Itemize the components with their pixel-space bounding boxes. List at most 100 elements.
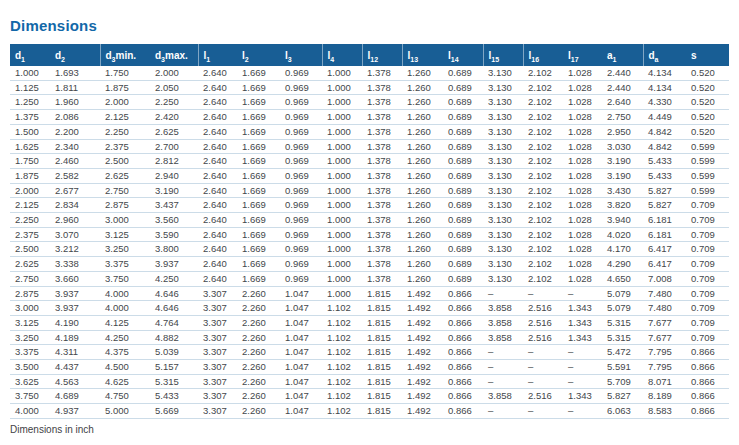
table-cell: 2.812 (150, 154, 198, 169)
table-cell: – (523, 360, 563, 375)
table-cell: 5.000 (100, 404, 150, 419)
table-cell: 2.700 (150, 139, 198, 154)
table-cell: 0.709 (686, 286, 729, 301)
table-row: 2.5003.2123.2503.8002.6401.6690.9691.000… (10, 242, 729, 257)
table-cell: 5.433 (643, 168, 686, 183)
column-header-d1: d1 (10, 44, 50, 66)
table-cell: 2.440 (602, 80, 643, 95)
table-cell: 2.640 (198, 110, 237, 125)
table-cell: 1.815 (362, 286, 402, 301)
table-cell: 1.378 (362, 183, 402, 198)
table-cell: 4.437 (50, 360, 100, 375)
table-cell: 5.433 (150, 389, 198, 404)
table-cell: 1.750 (10, 154, 50, 169)
table-cell: 0.866 (686, 360, 729, 375)
table-cell: 0.599 (686, 168, 729, 183)
table-cell: 1.669 (237, 139, 280, 154)
table-cell: 2.102 (523, 227, 563, 242)
table-cell: 4.311 (50, 345, 100, 360)
table-cell: 1.378 (362, 257, 402, 272)
table-cell: 6.417 (643, 257, 686, 272)
table-cell: 1.378 (362, 213, 402, 228)
table-cell: 1.260 (402, 80, 443, 95)
table-cell: 4.764 (150, 315, 198, 330)
table-cell: 1.260 (402, 124, 443, 139)
table-cell: 5.827 (602, 389, 643, 404)
table-cell: 3.030 (602, 139, 643, 154)
table-cell: 1.028 (563, 227, 602, 242)
table-cell: 2.640 (198, 154, 237, 169)
table-cell: 1.000 (322, 66, 362, 80)
table-cell: 7.008 (643, 271, 686, 286)
table-cell: 2.250 (100, 124, 150, 139)
table-cell: 4.650 (602, 271, 643, 286)
table-cell: 1.815 (362, 360, 402, 375)
table-cell: 2.125 (100, 110, 150, 125)
table-cell: 3.130 (483, 154, 523, 169)
table-cell: 0.866 (443, 315, 483, 330)
table-cell: 5.079 (602, 301, 643, 316)
table-cell: 7.795 (643, 345, 686, 360)
table-cell: 2.102 (523, 139, 563, 154)
table-cell: 1.028 (563, 257, 602, 272)
table-cell: 2.340 (50, 139, 100, 154)
table-cell: 7.795 (643, 360, 686, 375)
table-cell: 2.102 (523, 124, 563, 139)
table-cell: 5.315 (602, 315, 643, 330)
table-cell: 0.969 (280, 124, 322, 139)
table-cell: 3.130 (483, 110, 523, 125)
table-cell: 3.130 (483, 168, 523, 183)
table-cell: 2.516 (523, 315, 563, 330)
table-cell: 1.028 (563, 66, 602, 80)
table-cell: 0.689 (443, 242, 483, 257)
table-cell: 3.307 (198, 315, 237, 330)
table-cell: 8.583 (643, 404, 686, 419)
table-cell: 0.689 (443, 110, 483, 125)
table-row: 4.0004.9375.0005.6693.3072.2601.0471.102… (10, 404, 729, 419)
table-cell: 0.709 (686, 330, 729, 345)
table-cell: 5.591 (602, 360, 643, 375)
column-header-l16: l16 (523, 44, 563, 66)
table-cell: 0.866 (686, 404, 729, 419)
table-cell: 0.520 (686, 124, 729, 139)
table-cell: 0.969 (280, 110, 322, 125)
table-cell: 0.866 (443, 360, 483, 375)
table-cell: 1.028 (563, 183, 602, 198)
table-cell: 4.250 (150, 271, 198, 286)
table-cell: 0.520 (686, 80, 729, 95)
table-cell: 3.375 (10, 345, 50, 360)
table-cell: 4.170 (602, 242, 643, 257)
table-cell: 0.866 (686, 345, 729, 360)
table-cell: 0.599 (686, 154, 729, 169)
table-cell: 4.449 (643, 110, 686, 125)
table-cell: 2.440 (602, 66, 643, 80)
table-cell: 3.130 (483, 271, 523, 286)
table-cell: 0.709 (686, 198, 729, 213)
table-cell: 3.307 (198, 374, 237, 389)
table-cell: 3.190 (602, 154, 643, 169)
table-cell: 1.492 (402, 374, 443, 389)
table-cell: 0.689 (443, 257, 483, 272)
table-cell: 1.260 (402, 95, 443, 110)
table-cell: 4.750 (100, 389, 150, 404)
table-cell: – (523, 404, 563, 419)
table-cell: 1.000 (322, 242, 362, 257)
table-cell: 2.102 (523, 66, 563, 80)
table-cell: 1.125 (10, 80, 50, 95)
table-cell: – (563, 374, 602, 389)
table-cell: 3.430 (602, 183, 643, 198)
table-cell: 1.260 (402, 183, 443, 198)
table-row: 2.0002.6772.7503.1902.6401.6690.9691.000… (10, 183, 729, 198)
column-header-a1: a1 (602, 44, 643, 66)
table-cell: 7.677 (643, 330, 686, 345)
table-cell: – (523, 345, 563, 360)
table-cell: 1.028 (563, 242, 602, 257)
table-cell: 1.815 (362, 389, 402, 404)
table-cell: 1.492 (402, 286, 443, 301)
table-cell: 1.378 (362, 124, 402, 139)
table-cell: 1.625 (10, 139, 50, 154)
table-cell: 3.307 (198, 301, 237, 316)
table-cell: 1.102 (322, 404, 362, 419)
table-cell: 1.047 (280, 345, 322, 360)
table-cell: 1.693 (50, 66, 100, 80)
